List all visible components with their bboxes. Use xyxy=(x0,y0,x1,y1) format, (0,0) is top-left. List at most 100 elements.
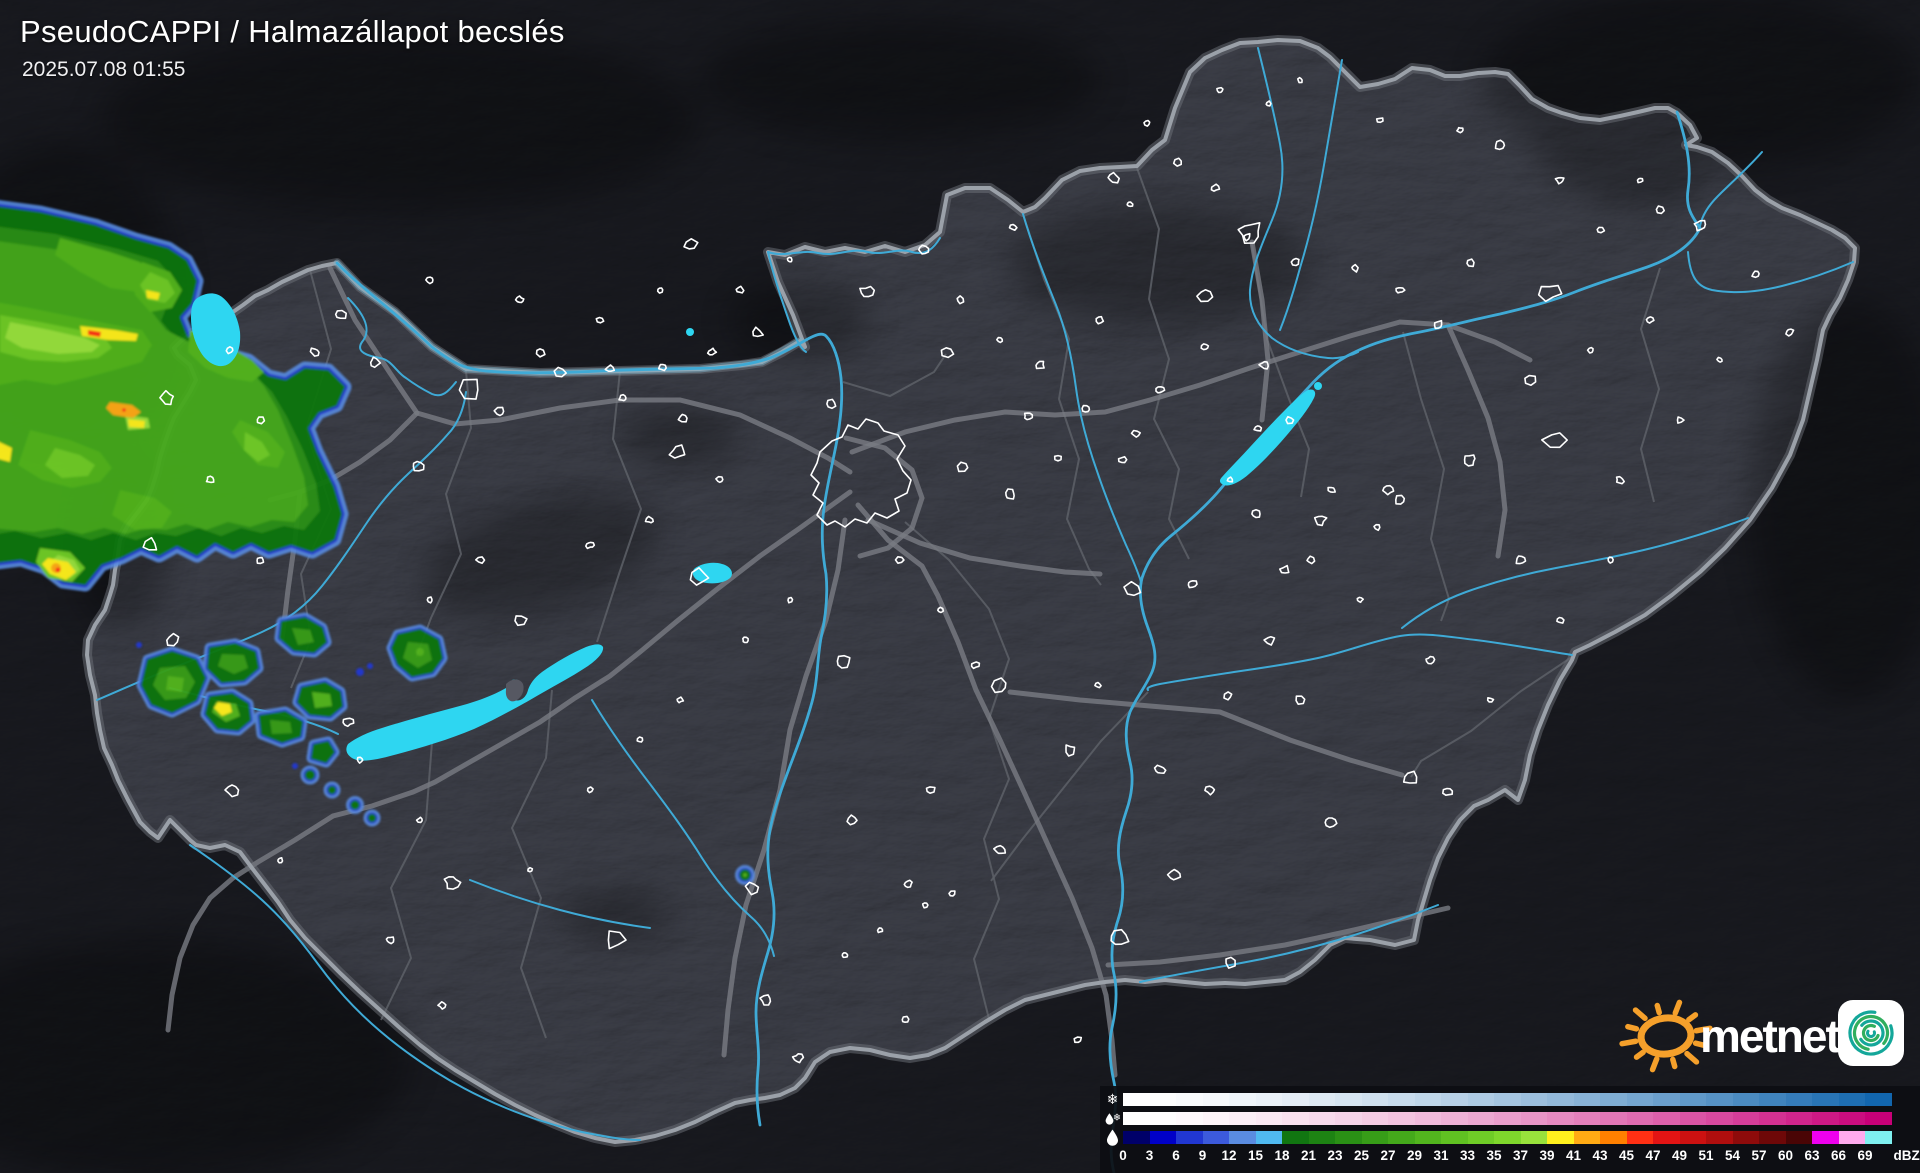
sleet-cell-37 xyxy=(1520,1112,1547,1125)
city-outline xyxy=(1537,284,1563,303)
snow-cell-37 xyxy=(1520,1093,1547,1106)
city-outlines xyxy=(142,76,1795,1064)
city-outline xyxy=(996,336,1004,344)
city-outline xyxy=(636,736,644,743)
city-outline xyxy=(1226,476,1234,483)
dbz-tick: 0 xyxy=(1119,1148,1127,1163)
city-outline xyxy=(1110,928,1130,946)
rain-cell-18 xyxy=(1282,1131,1309,1144)
city-outline xyxy=(901,1015,910,1023)
dbz-tick: 25 xyxy=(1353,1148,1370,1163)
sleet-cell-3 xyxy=(1149,1112,1176,1125)
city-outline xyxy=(443,876,462,890)
city-outline xyxy=(937,606,945,614)
rain-cell-29 xyxy=(1414,1131,1441,1144)
rain-cell-37 xyxy=(1520,1131,1547,1144)
city-outline xyxy=(1716,356,1723,363)
city-outline xyxy=(1556,616,1565,624)
city-outline xyxy=(1237,222,1261,244)
city-outline xyxy=(1494,139,1506,151)
city-outline xyxy=(604,364,616,372)
snow-cell-51 xyxy=(1706,1093,1733,1106)
rain-cell-0 xyxy=(1123,1131,1150,1144)
city-outline xyxy=(1524,374,1537,386)
city-outline xyxy=(535,348,546,358)
city-outline xyxy=(356,756,364,764)
sleet-cell-54 xyxy=(1732,1112,1759,1125)
city-outline xyxy=(1107,171,1120,184)
city-outline xyxy=(1373,523,1381,532)
city-outline xyxy=(1645,316,1655,324)
snow-cell-3 xyxy=(1149,1093,1176,1106)
dbz-tick: 9 xyxy=(1198,1148,1207,1163)
rain-cell-49 xyxy=(1679,1131,1706,1144)
dbz-tick: 45 xyxy=(1618,1148,1635,1163)
city-outline xyxy=(1615,475,1625,485)
city-outline xyxy=(1008,223,1018,231)
sleet-cell-15 xyxy=(1255,1112,1282,1125)
city-outline xyxy=(1313,515,1328,527)
city-outline xyxy=(676,696,685,704)
rain-cell-51 xyxy=(1706,1131,1733,1144)
rain-cell-66 xyxy=(1838,1131,1865,1144)
city-outline xyxy=(1065,744,1076,757)
city-outline xyxy=(993,844,1007,855)
city-outline xyxy=(786,256,793,263)
snow-cell-69 xyxy=(1865,1093,1892,1106)
snow-cell-29 xyxy=(1414,1093,1441,1106)
snow-cell-60 xyxy=(1785,1093,1812,1106)
city-outline xyxy=(553,366,567,378)
dbz-tick: 51 xyxy=(1698,1148,1714,1163)
sleet-cell-39 xyxy=(1547,1112,1574,1125)
city-outline xyxy=(846,814,858,826)
tihany-peninsula xyxy=(505,679,524,702)
city-outline xyxy=(1676,416,1685,424)
city-outline xyxy=(1225,956,1236,969)
city-outline xyxy=(1253,425,1263,432)
city-outline xyxy=(1153,764,1167,774)
city-outline xyxy=(1187,580,1198,589)
sleet-cell-0 xyxy=(1123,1112,1150,1125)
snow-cell-41 xyxy=(1573,1093,1600,1106)
sleet-cell-25 xyxy=(1361,1112,1388,1125)
city-outline xyxy=(1143,119,1151,127)
city-outline xyxy=(493,406,505,417)
dbz-tick: 12 xyxy=(1221,1148,1237,1163)
rain-cell-43 xyxy=(1600,1131,1627,1144)
snow-cell-33 xyxy=(1467,1093,1494,1106)
city-outline xyxy=(1243,232,1251,242)
sleet-cell-27 xyxy=(1388,1112,1415,1125)
sleet-cell-45 xyxy=(1626,1112,1653,1125)
snow-cell-57 xyxy=(1759,1093,1786,1106)
city-budapest xyxy=(810,418,912,528)
dbz-tick-labels: 0 3 6 9 12 15 18 21 23 25 27 29 31 33 35 37 39 41 43 45 47 49… xyxy=(1100,1148,1920,1168)
dbz-tick: 60 xyxy=(1777,1148,1794,1163)
snow-cell-47 xyxy=(1653,1093,1680,1106)
sleet-cell-63 xyxy=(1812,1112,1839,1125)
city-outline xyxy=(1251,509,1261,519)
city-outline xyxy=(1486,697,1495,703)
rain-cell-69 xyxy=(1865,1131,1892,1144)
radar-precipitation-layer xyxy=(0,205,750,880)
legend-row-sleet: ❄ xyxy=(1100,1112,1920,1125)
city-outline xyxy=(1693,219,1707,232)
city-outline xyxy=(683,238,699,250)
city-outline xyxy=(1204,785,1216,796)
metnet-logo: metnet xyxy=(1612,992,1916,1080)
dbz-tick: 35 xyxy=(1486,1148,1502,1163)
rain-cell-33 xyxy=(1467,1131,1494,1144)
city-outline xyxy=(1166,868,1182,881)
city-outline xyxy=(677,413,688,423)
snow-cell-35 xyxy=(1494,1093,1521,1106)
sleet-cell-6 xyxy=(1176,1112,1203,1125)
city-outline xyxy=(1279,564,1290,574)
city-outline xyxy=(142,536,158,551)
city-outline xyxy=(956,461,969,473)
city-outline xyxy=(787,596,794,604)
dbz-tick: 15 xyxy=(1247,1148,1264,1163)
rain-cell-31 xyxy=(1441,1131,1468,1144)
city-outline xyxy=(224,784,240,798)
city-outline xyxy=(1751,270,1760,279)
